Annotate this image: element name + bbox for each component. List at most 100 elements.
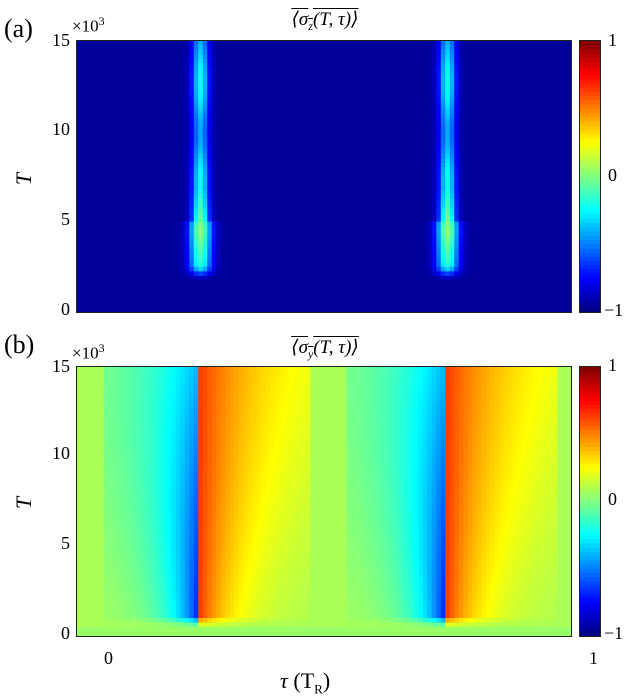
heatmap-cell — [225, 185, 231, 191]
heatmap-cell — [503, 171, 509, 178]
heatmap-cell — [265, 72, 271, 78]
heatmap-cell — [517, 131, 523, 137]
heatmap-cell — [261, 158, 267, 164]
heatmap-cell — [270, 99, 276, 105]
heatmap-cell — [341, 90, 348, 96]
heatmap-cell — [368, 54, 374, 60]
heatmap-cell — [517, 81, 523, 87]
heatmap-cell — [256, 68, 262, 74]
heatmap-cell — [243, 54, 249, 60]
heatmap-cell — [463, 86, 469, 92]
heatmap-cell — [404, 176, 410, 182]
heatmap-cell — [413, 72, 419, 78]
heatmap-cell — [148, 45, 154, 51]
heatmap-cell — [548, 153, 554, 160]
heatmap-cell — [243, 68, 249, 74]
heatmap-cell — [494, 113, 500, 119]
heatmap-cell — [324, 217, 330, 223]
heatmap-cell — [449, 167, 455, 173]
heatmap-cell — [171, 104, 177, 110]
heatmap-cell — [364, 54, 370, 60]
heatmap-cell — [395, 86, 401, 92]
heatmap-cell — [157, 190, 163, 196]
heatmap-cell — [557, 208, 563, 214]
heatmap-cell — [207, 235, 213, 241]
heatmap-cell — [472, 113, 478, 119]
heatmap-cell — [247, 181, 253, 187]
heatmap-cell — [85, 208, 92, 214]
heatmap-cell — [517, 86, 523, 92]
heatmap-cell — [135, 54, 141, 60]
heatmap-cell — [117, 108, 123, 114]
heatmap-cell — [189, 158, 195, 164]
heatmap-cell — [193, 239, 199, 245]
heatmap-cell — [247, 149, 253, 155]
heatmap-cell — [427, 171, 433, 178]
heatmap-cell — [517, 235, 523, 241]
heatmap-cell — [157, 108, 163, 114]
heatmap-cell — [306, 221, 312, 227]
heatmap-cell — [99, 208, 105, 214]
heatmap-cell — [431, 113, 437, 119]
heatmap-cell — [324, 104, 330, 110]
heatmap-cell — [449, 54, 455, 60]
heatmap-cell — [166, 181, 172, 187]
heatmap-cell — [126, 153, 132, 160]
heatmap-cell — [247, 153, 253, 160]
heatmap-cell — [283, 171, 289, 178]
heatmap-cell — [413, 203, 419, 209]
heatmap-cell — [94, 63, 101, 69]
heatmap-cell — [139, 208, 145, 214]
heatmap-cell — [355, 153, 361, 160]
heatmap-cell — [274, 77, 280, 83]
heatmap-cell — [494, 122, 500, 128]
heatmap-cell — [198, 54, 204, 60]
heatmap-cell — [324, 135, 330, 141]
heatmap-cell — [535, 212, 541, 218]
heatmap-cell — [553, 167, 559, 173]
heatmap-cell — [427, 95, 433, 101]
heatmap-cell — [499, 126, 505, 132]
heatmap-cell — [202, 135, 208, 141]
heatmap-cell — [548, 41, 554, 47]
heatmap-cell — [216, 212, 222, 218]
heatmap-cell — [306, 90, 312, 96]
heatmap-cell — [261, 162, 267, 169]
heatmap-cell — [544, 217, 550, 223]
heatmap-cell — [512, 41, 518, 47]
heatmap-cell — [310, 140, 316, 146]
heatmap-cell — [301, 185, 307, 191]
heatmap-cell — [548, 63, 554, 69]
heatmap-cell — [144, 176, 150, 182]
heatmap-cell — [499, 54, 505, 60]
heatmap-cell — [449, 194, 455, 200]
heatmap-cell — [467, 81, 473, 87]
heatmap-cell — [364, 203, 370, 209]
heatmap-cell — [494, 45, 500, 51]
heatmap-cell — [503, 41, 509, 47]
heatmap-cell — [117, 235, 123, 241]
heatmap-cell — [422, 77, 428, 83]
heatmap-cell — [494, 77, 500, 83]
heatmap-cell — [481, 126, 487, 132]
heatmap-cell — [198, 77, 204, 83]
heatmap-cell — [517, 217, 523, 223]
heatmap-cell — [198, 176, 204, 182]
heatmap-cell — [135, 162, 141, 169]
heatmap-cell — [472, 99, 478, 105]
heatmap-cell — [162, 122, 168, 128]
heatmap-cell — [202, 72, 208, 78]
heatmap-cell — [211, 122, 217, 128]
heatmap-cell — [418, 230, 424, 236]
heatmap-cell — [337, 167, 343, 173]
heatmap-cell — [557, 68, 563, 74]
heatmap-cell — [229, 81, 235, 87]
heatmap-cell — [225, 221, 231, 227]
heatmap-cell — [382, 181, 388, 187]
heatmap-cell — [252, 230, 258, 236]
heatmap-cell — [454, 239, 460, 245]
heatmap-cell — [297, 235, 303, 241]
heatmap-cell — [472, 59, 478, 65]
heatmap-cell — [189, 72, 195, 78]
heatmap-cell — [355, 54, 361, 60]
